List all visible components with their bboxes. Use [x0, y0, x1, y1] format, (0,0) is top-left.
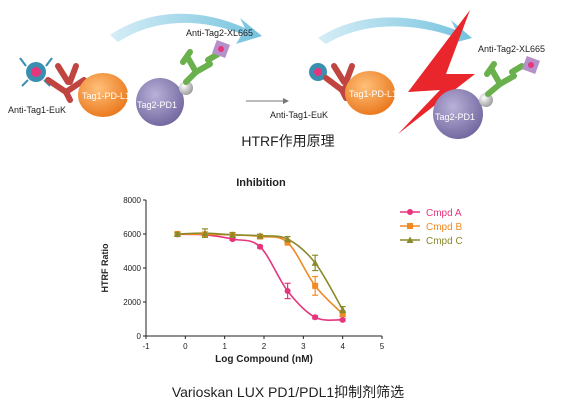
data-point [339, 310, 346, 317]
x-tick-label: 1 [222, 342, 227, 351]
x-tick-label: 5 [380, 342, 385, 351]
left-tag1-label: Tag1-PD-L1 [82, 91, 130, 101]
anti-tag2-antibody-icon [180, 49, 221, 85]
tag2-pd1-protein [433, 89, 483, 139]
left-xl-label: Anti-Tag2-XL665 [186, 28, 253, 38]
data-point [339, 316, 346, 323]
data-point [229, 231, 237, 238]
legend-label: Cmpd C [426, 236, 463, 247]
x-tick-label: 3 [301, 342, 306, 351]
europium-cryptate-icon [309, 63, 327, 81]
tag1-pdl1-protein [345, 71, 395, 115]
chart-title: Inhibition [236, 177, 286, 189]
data-point [257, 243, 264, 250]
data-point [312, 314, 319, 321]
legend-marker [407, 223, 413, 229]
data-point [284, 287, 291, 294]
tag2-pd1-protein [136, 78, 184, 126]
legend: Cmpd A Cmpd B Cmpd C [400, 208, 463, 247]
legend-marker [406, 236, 414, 243]
legend-marker [407, 209, 413, 215]
legend-label: Cmpd A [426, 208, 462, 219]
anti-tag1-antibody-icon [45, 63, 87, 103]
x-tick-label: 4 [340, 342, 345, 351]
right-tag2-label: Tag2-PD1 [435, 112, 475, 122]
x-axis-label: Log Compound (nM) [215, 354, 313, 365]
data-point [284, 235, 292, 243]
transfer-arrow-right [318, 17, 472, 45]
data-point [256, 232, 264, 239]
data-point [339, 306, 347, 313]
inhibition-chart: Inhibition HTRF Ratio Log Compound (nM) … [100, 177, 463, 365]
legend-label: Cmpd B [426, 222, 462, 233]
xl665-fluorophore-icon [212, 40, 230, 58]
x-tick-label: -1 [142, 342, 150, 351]
tag2-bead [179, 81, 193, 95]
data-point [312, 282, 319, 289]
right-tag1-label: Tag1-PD-L1 [349, 89, 397, 99]
transfer-arrow-left [110, 13, 262, 44]
y-tick-label: 0 [137, 332, 142, 341]
y-tick-label: 4000 [123, 264, 141, 273]
data-point [311, 259, 319, 266]
diagram-caption: HTRF作用原理 [241, 133, 335, 149]
x-tick-label: 0 [183, 342, 188, 351]
data-point [284, 239, 291, 246]
data-points [173, 228, 347, 323]
y-axis-label: HTRF Ratio [100, 243, 110, 292]
y-tick-label: 2000 [123, 298, 141, 307]
x-tick-label: 2 [262, 342, 267, 351]
left-eu-label: Anti-Tag1-EuK [8, 105, 66, 115]
y-tick-label: 6000 [123, 230, 141, 239]
diagram-right: Tag1-PD-L1 Tag2-PD1 Anti-Tag1-EuK Anti-T… [270, 10, 545, 139]
left-tag2-label: Tag2-PD1 [137, 100, 177, 110]
anti-tag2-antibody-icon [484, 61, 525, 97]
diagram-left: Tag1-PD-L1 Tag2-PD1 Anti-Tag1-EuK Anti-T… [8, 13, 262, 126]
right-eu-label: Anti-Tag1-EuK [270, 110, 328, 120]
tag1-pdl1-protein [78, 73, 128, 117]
y-tick-label: 8000 [123, 196, 141, 205]
chart-caption: Varioskan LUX PD1/PDL1抑制剂筛选 [171, 384, 405, 400]
xl665-fluorophore-icon [522, 56, 540, 74]
europium-cryptate-icon [19, 57, 53, 87]
process-arrow [246, 98, 289, 104]
inhibition-lightning-icon [398, 10, 475, 134]
data-point [201, 229, 209, 237]
data-point [173, 230, 181, 237]
right-xl-label: Anti-Tag2-XL665 [478, 44, 545, 54]
